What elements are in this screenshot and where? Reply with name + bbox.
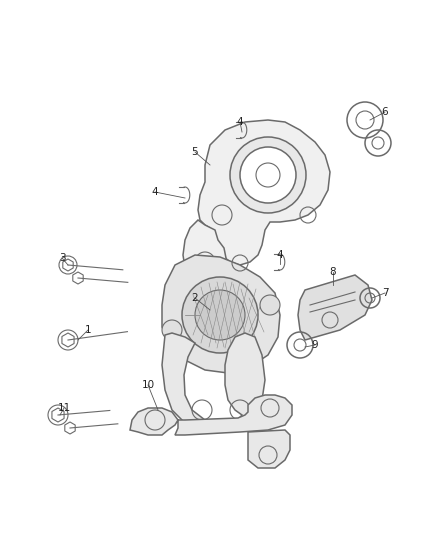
Text: 3: 3 <box>59 253 65 263</box>
Text: 1: 1 <box>85 325 91 335</box>
Text: 9: 9 <box>312 340 318 350</box>
Text: 10: 10 <box>141 380 155 390</box>
Circle shape <box>230 137 306 213</box>
Text: 11: 11 <box>57 403 71 413</box>
Text: 5: 5 <box>192 147 198 157</box>
Polygon shape <box>198 120 330 265</box>
Text: 4: 4 <box>237 117 244 127</box>
Polygon shape <box>298 275 372 340</box>
Text: 4: 4 <box>152 187 158 197</box>
Text: 6: 6 <box>381 107 389 117</box>
Text: 8: 8 <box>330 267 336 277</box>
Text: 2: 2 <box>192 293 198 303</box>
Circle shape <box>260 295 280 315</box>
Polygon shape <box>248 430 290 468</box>
Text: 4: 4 <box>277 250 283 260</box>
Circle shape <box>162 320 182 340</box>
Circle shape <box>195 290 245 340</box>
Polygon shape <box>183 220 226 288</box>
Circle shape <box>182 277 258 353</box>
Polygon shape <box>162 255 280 373</box>
Polygon shape <box>130 395 292 435</box>
Polygon shape <box>162 333 265 430</box>
Circle shape <box>240 147 296 203</box>
Text: 7: 7 <box>381 288 389 298</box>
